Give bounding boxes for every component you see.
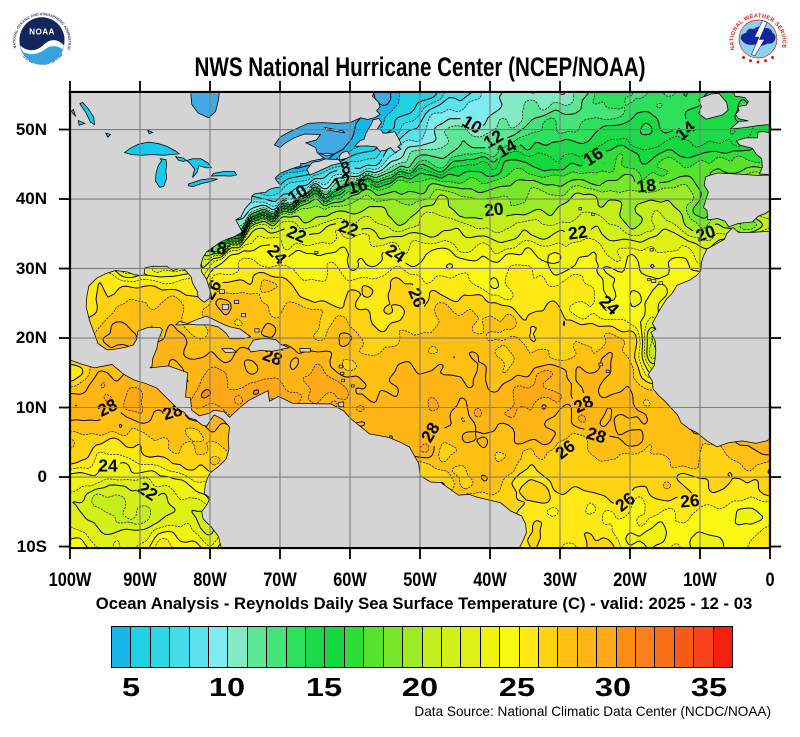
svg-text:NOAA: NOAA [29,28,55,37]
